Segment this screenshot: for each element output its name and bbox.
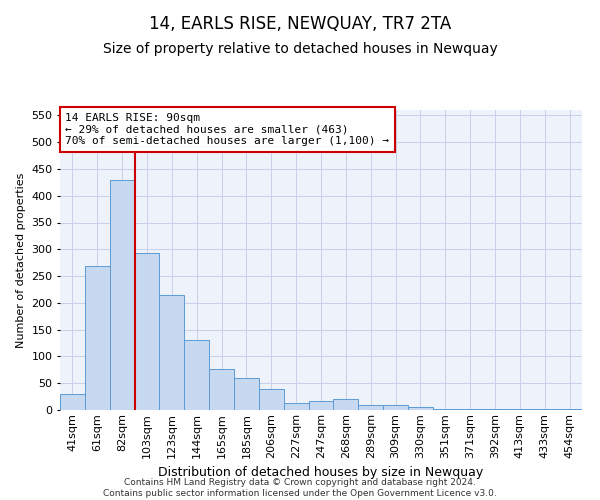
- Bar: [184, 340, 209, 410]
- Bar: [358, 405, 383, 410]
- Bar: [85, 266, 110, 410]
- Bar: [408, 408, 433, 410]
- Bar: [284, 403, 308, 410]
- Y-axis label: Number of detached properties: Number of detached properties: [16, 172, 26, 348]
- Bar: [308, 401, 334, 410]
- Text: Contains HM Land Registry data © Crown copyright and database right 2024.
Contai: Contains HM Land Registry data © Crown c…: [103, 478, 497, 498]
- Bar: [110, 180, 134, 410]
- Bar: [134, 253, 160, 410]
- Bar: [557, 409, 582, 410]
- Bar: [433, 409, 458, 410]
- Text: 14, EARLS RISE, NEWQUAY, TR7 2TA: 14, EARLS RISE, NEWQUAY, TR7 2TA: [149, 15, 451, 33]
- Bar: [209, 369, 234, 410]
- Bar: [234, 378, 259, 410]
- Bar: [160, 295, 184, 410]
- X-axis label: Distribution of detached houses by size in Newquay: Distribution of detached houses by size …: [158, 466, 484, 479]
- Bar: [334, 400, 358, 410]
- Bar: [383, 404, 408, 410]
- Bar: [458, 409, 482, 410]
- Bar: [60, 394, 85, 410]
- Text: 14 EARLS RISE: 90sqm
← 29% of detached houses are smaller (463)
70% of semi-deta: 14 EARLS RISE: 90sqm ← 29% of detached h…: [65, 113, 389, 146]
- Text: Size of property relative to detached houses in Newquay: Size of property relative to detached ho…: [103, 42, 497, 56]
- Bar: [259, 388, 284, 410]
